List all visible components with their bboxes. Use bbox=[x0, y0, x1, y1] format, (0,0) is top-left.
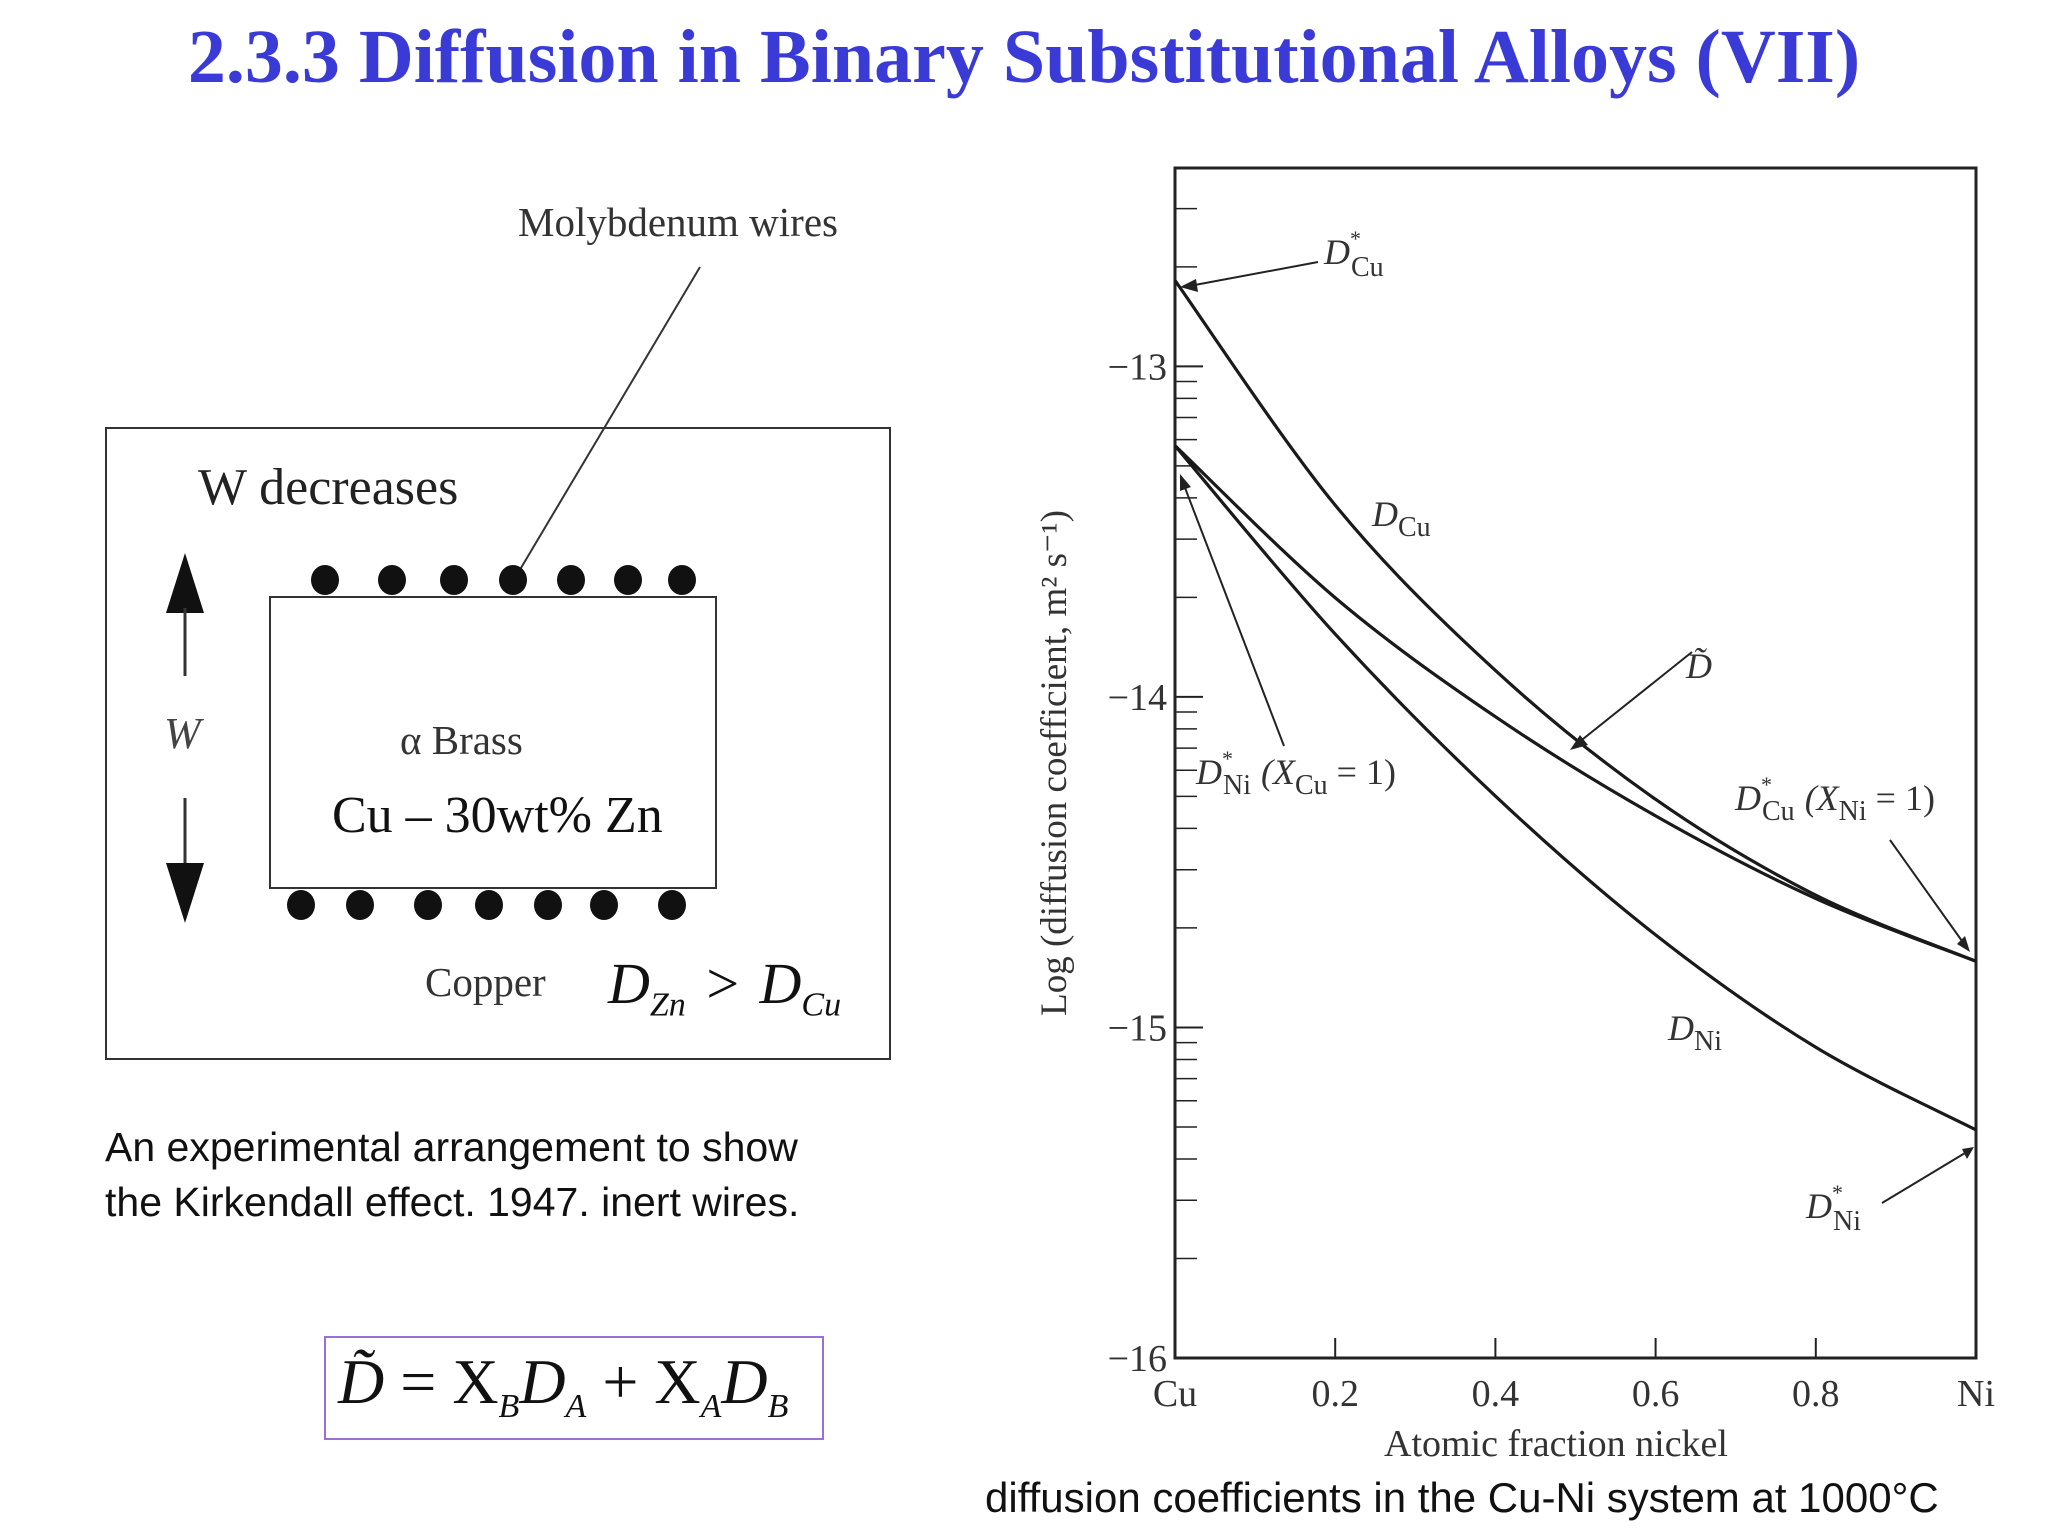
formula-d-tilde: D̃ bbox=[338, 1346, 385, 1417]
molybdenum-wire bbox=[534, 890, 562, 920]
diffusivity-inequality: DZn > DCu bbox=[608, 950, 841, 1025]
formula-equals: = bbox=[400, 1346, 437, 1417]
arrowhead-dcu-star-xni bbox=[1957, 936, 1970, 952]
molybdenum-wire bbox=[557, 565, 585, 595]
label-dni-star: D* Ni bbox=[1805, 1180, 1861, 1237]
annotation-arrow-dni-star-xcu bbox=[1181, 479, 1285, 747]
slide-title: 2.3.3 Diffusion in Binary Substitutional… bbox=[187, 15, 1861, 99]
label-dcu-star: D* Cu bbox=[1323, 226, 1384, 283]
interdiffusion-formula-box bbox=[324, 1336, 824, 1440]
molybdenum-wire bbox=[614, 565, 642, 595]
molybdenum-wire bbox=[658, 890, 686, 920]
molybdenum-wire bbox=[311, 565, 339, 595]
molybdenum-wire bbox=[590, 890, 618, 920]
formula-x2: X bbox=[654, 1346, 701, 1417]
molybdenum-wire bbox=[414, 890, 442, 920]
series-line-2 bbox=[1173, 444, 1977, 1132]
arrowheads bbox=[1180, 279, 1974, 1159]
label-dni: DNi bbox=[1667, 1008, 1722, 1057]
alpha-brass-label: α Brass bbox=[400, 717, 523, 763]
wire-pointer-line bbox=[514, 266, 701, 579]
y-tick-label: −14 bbox=[1108, 677, 1167, 719]
composition-label: Cu – 30wt% Zn bbox=[332, 787, 663, 844]
y-tick-label: −15 bbox=[1108, 1007, 1167, 1049]
copper-label: Copper bbox=[425, 959, 546, 1005]
chart-caption: diffusion coefficients in the Cu-Ni syst… bbox=[985, 1474, 1939, 1521]
double-arrow-icon bbox=[166, 553, 204, 923]
x-ticks: Cu 0.2 0.4 0.6 0.8 Ni bbox=[1153, 1338, 1995, 1415]
y-ticks: −13 −14 −15 −16 bbox=[1108, 207, 1203, 1380]
label-dcu: DCu bbox=[1371, 494, 1431, 543]
molybdenum-wire bbox=[499, 565, 527, 595]
y-axis-label: Log (diffusion coefficient, m² s⁻¹) bbox=[1034, 510, 1075, 1016]
formula-plus: + bbox=[602, 1346, 639, 1417]
y-tick-label: −16 bbox=[1108, 1338, 1167, 1380]
x-tick-label: Cu bbox=[1153, 1373, 1197, 1415]
annotation-arrow-dcu-star-xni bbox=[1889, 839, 1968, 949]
interdiffusion-formula: D̃ = XBDA + XADB bbox=[338, 1345, 788, 1426]
kirkendall-caption: An experimental arrangement to show the … bbox=[105, 1120, 799, 1230]
formula-d2-sub: B bbox=[767, 1387, 789, 1425]
molybdenum-wire bbox=[287, 890, 315, 920]
molybdenum-wire bbox=[668, 565, 696, 595]
y-tick-label: −13 bbox=[1108, 346, 1167, 388]
annotation-arrow-dtilde bbox=[1577, 651, 1693, 744]
series-line-1 bbox=[1173, 444, 1977, 963]
x-tick-label: 0.6 bbox=[1632, 1373, 1680, 1415]
arrowhead-dni-star bbox=[1962, 1147, 1974, 1159]
x-tick-label: 0.2 bbox=[1311, 1373, 1359, 1415]
label-dtilde: D̃ bbox=[1685, 646, 1712, 686]
x-tick-label: Ni bbox=[1957, 1373, 1995, 1415]
x-tick-label: 0.8 bbox=[1792, 1373, 1840, 1415]
plot-frame bbox=[1173, 166, 1978, 1360]
caption-line-2: the Kirkendall effect. 1947. inert wires… bbox=[105, 1179, 800, 1225]
label-dcu-star-xni: D* Cu (XNi = 1) bbox=[1734, 772, 1935, 827]
greater-than: > bbox=[706, 951, 740, 1016]
annotation-arrow-dni-star bbox=[1881, 1149, 1971, 1204]
copper-block bbox=[105, 427, 891, 1060]
arrowhead-dtilde bbox=[1570, 735, 1588, 750]
formula-x1: X bbox=[452, 1346, 499, 1417]
w-decreases-label: W decreases bbox=[198, 459, 459, 516]
x-axis-label: Atomic fraction nickel bbox=[1384, 1423, 1728, 1465]
molybdenum-wire bbox=[475, 890, 503, 920]
w-width-label: W bbox=[164, 709, 201, 758]
caption-line-1: An experimental arrangement to show bbox=[105, 1124, 798, 1170]
chart-series bbox=[1173, 279, 1977, 1132]
d-zn-subscript: Zn bbox=[649, 986, 686, 1024]
molybdenum-wire bbox=[440, 565, 468, 595]
molybdenum-wire bbox=[346, 890, 374, 920]
series-line-0 bbox=[1173, 279, 1977, 963]
formula-d1-sub: A bbox=[565, 1387, 587, 1425]
formula-x2-sub: A bbox=[700, 1387, 722, 1425]
formula-d2: D bbox=[721, 1346, 768, 1417]
formula-x1-sub: B bbox=[498, 1387, 520, 1425]
alpha-brass-block bbox=[269, 596, 717, 889]
label-dni-star-xcu: D* Ni (XCu = 1) bbox=[1195, 746, 1396, 801]
molybdenum-wire bbox=[378, 565, 406, 595]
x-tick-label: 0.4 bbox=[1472, 1373, 1520, 1415]
formula-d1: D bbox=[519, 1346, 566, 1417]
annotation-arrow-dcu-star bbox=[1183, 261, 1319, 288]
arrowhead-dcu-star bbox=[1180, 279, 1198, 292]
molybdenum-wires-label: Molybdenum wires bbox=[518, 199, 838, 245]
annotations bbox=[1181, 261, 1971, 1204]
d-cu-symbol: D bbox=[759, 951, 802, 1016]
d-cu-subscript: Cu bbox=[801, 986, 842, 1024]
arrowhead-dni-star-xcu bbox=[1180, 474, 1191, 491]
d-zn-symbol: D bbox=[608, 951, 650, 1016]
